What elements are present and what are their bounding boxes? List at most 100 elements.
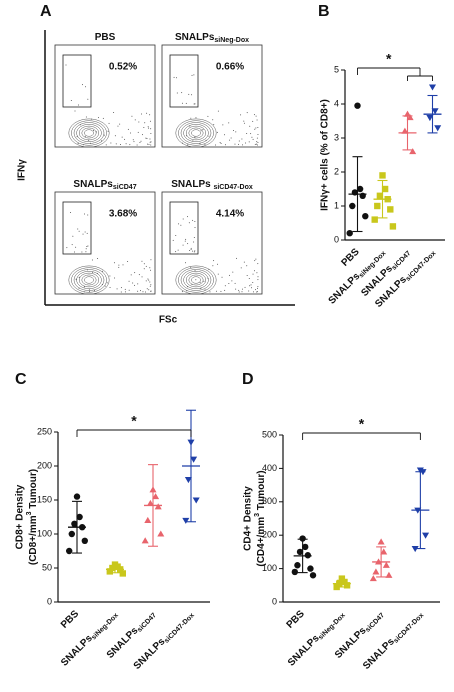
- event-dot: [254, 260, 256, 262]
- event-dot: [187, 144, 189, 146]
- event-dot: [232, 271, 234, 273]
- event-dot: [182, 142, 184, 144]
- event-dot: [243, 122, 245, 124]
- event-dot: [235, 131, 237, 133]
- event-dot: [235, 288, 237, 290]
- data-point: [291, 568, 299, 576]
- event-dot: [118, 264, 120, 266]
- event-dot: [192, 140, 194, 142]
- event-dot: [97, 117, 99, 119]
- event-dot: [238, 140, 240, 142]
- panel-letter: A: [40, 3, 52, 20]
- gated-dot: [172, 239, 174, 241]
- event-dot: [204, 144, 206, 146]
- event-dot: [241, 288, 243, 290]
- data-point: [141, 537, 149, 544]
- data-point: [302, 543, 309, 551]
- event-dot: [147, 143, 149, 145]
- event-dot: [229, 139, 231, 141]
- gated-dot: [84, 231, 86, 233]
- data-point: [403, 110, 412, 117]
- event-dot: [148, 279, 150, 281]
- data-point: [385, 571, 393, 578]
- contour: [175, 265, 217, 295]
- flow-plot-title: SNALPssiCD47: [73, 179, 136, 192]
- event-dot: [74, 110, 76, 112]
- data-point: [71, 520, 78, 527]
- event-dot: [143, 268, 145, 270]
- data-point: [349, 202, 356, 210]
- event-dot: [117, 125, 119, 127]
- event-dot: [231, 280, 233, 282]
- x-tick-label: SNALPssiCD47-Dox: [132, 608, 197, 673]
- event-dot: [228, 274, 230, 276]
- event-dot: [252, 120, 254, 122]
- data-point: [371, 216, 378, 223]
- event-dot: [89, 291, 91, 293]
- event-dot: [220, 290, 222, 292]
- data-point: [190, 456, 198, 463]
- event-dot: [144, 291, 146, 293]
- event-dot: [78, 276, 80, 278]
- gated-dot: [70, 99, 72, 101]
- event-dot: [141, 260, 143, 262]
- gated-dot: [87, 214, 89, 216]
- significance: *: [359, 416, 365, 432]
- y-tick-label: 200: [262, 530, 277, 540]
- gated-dot: [181, 102, 183, 104]
- data-point: [346, 230, 353, 237]
- subscript: siCD47-Dox: [213, 184, 252, 191]
- event-dot: [238, 143, 240, 145]
- event-dot: [114, 277, 116, 279]
- event-dot: [150, 269, 152, 271]
- subscript: siCD47: [113, 184, 137, 191]
- event-dot: [208, 268, 210, 270]
- flow-x-label: FSc: [159, 315, 178, 326]
- y-label-part: 3: [26, 511, 33, 515]
- gated-dot: [184, 240, 186, 242]
- event-dot: [255, 115, 257, 117]
- event-dot: [149, 141, 151, 143]
- label-part: SNALPs: [59, 632, 95, 668]
- gated-dot: [193, 241, 195, 243]
- event-dot: [252, 273, 254, 275]
- event-dot: [209, 291, 211, 293]
- event-dot: [228, 282, 230, 284]
- event-dot: [194, 270, 196, 272]
- event-dot: [252, 281, 254, 283]
- event-dot: [122, 264, 124, 266]
- contour: [185, 125, 207, 141]
- gated-dot: [185, 238, 187, 240]
- flow-plot-frame: [161, 191, 263, 295]
- event-dot: [252, 291, 254, 293]
- event-dot: [141, 113, 143, 115]
- y-tick-label: 1: [334, 200, 339, 210]
- contour: [76, 124, 102, 142]
- event-dot: [130, 132, 132, 134]
- data-point: [109, 564, 116, 572]
- event-dot: [124, 138, 126, 140]
- gated-dot: [83, 213, 85, 215]
- event-dot: [92, 271, 94, 273]
- gated-dot: [191, 94, 193, 96]
- event-dot: [134, 284, 136, 286]
- event-dot: [103, 134, 105, 136]
- event-dot: [248, 141, 250, 143]
- subscript: siNeg-Dox: [318, 612, 348, 642]
- event-dot: [131, 115, 133, 117]
- data-point: [411, 546, 419, 553]
- data-point: [389, 223, 397, 230]
- event-dot: [203, 280, 205, 282]
- event-dot: [109, 275, 111, 277]
- event-dot: [78, 287, 80, 289]
- contour: [185, 272, 207, 288]
- y-tick-label: 300: [262, 496, 277, 506]
- gated-dot: [177, 249, 179, 251]
- event-dot: [133, 141, 135, 143]
- event-dot: [181, 291, 183, 293]
- data-point: [296, 548, 304, 556]
- flow-plot-frame: [54, 191, 156, 295]
- label-part: SNALPs: [132, 636, 168, 672]
- event-dot: [96, 273, 98, 275]
- event-dot: [147, 126, 149, 128]
